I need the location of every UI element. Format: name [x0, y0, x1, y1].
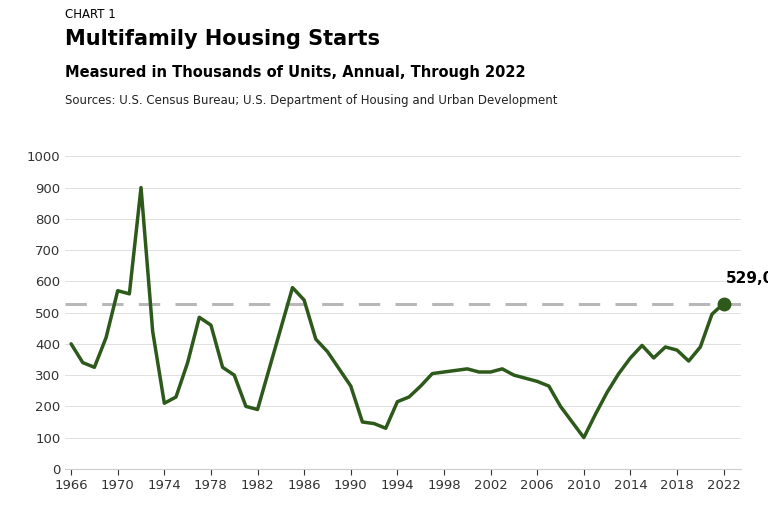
Text: CHART 1: CHART 1: [65, 8, 116, 21]
Text: Measured in Thousands of Units, Annual, Through 2022: Measured in Thousands of Units, Annual, …: [65, 65, 526, 80]
Text: 529,000: 529,000: [726, 271, 768, 287]
Text: Multifamily Housing Starts: Multifamily Housing Starts: [65, 29, 380, 48]
Text: Sources: U.S. Census Bureau; U.S. Department of Housing and Urban Development: Sources: U.S. Census Bureau; U.S. Depart…: [65, 94, 558, 107]
